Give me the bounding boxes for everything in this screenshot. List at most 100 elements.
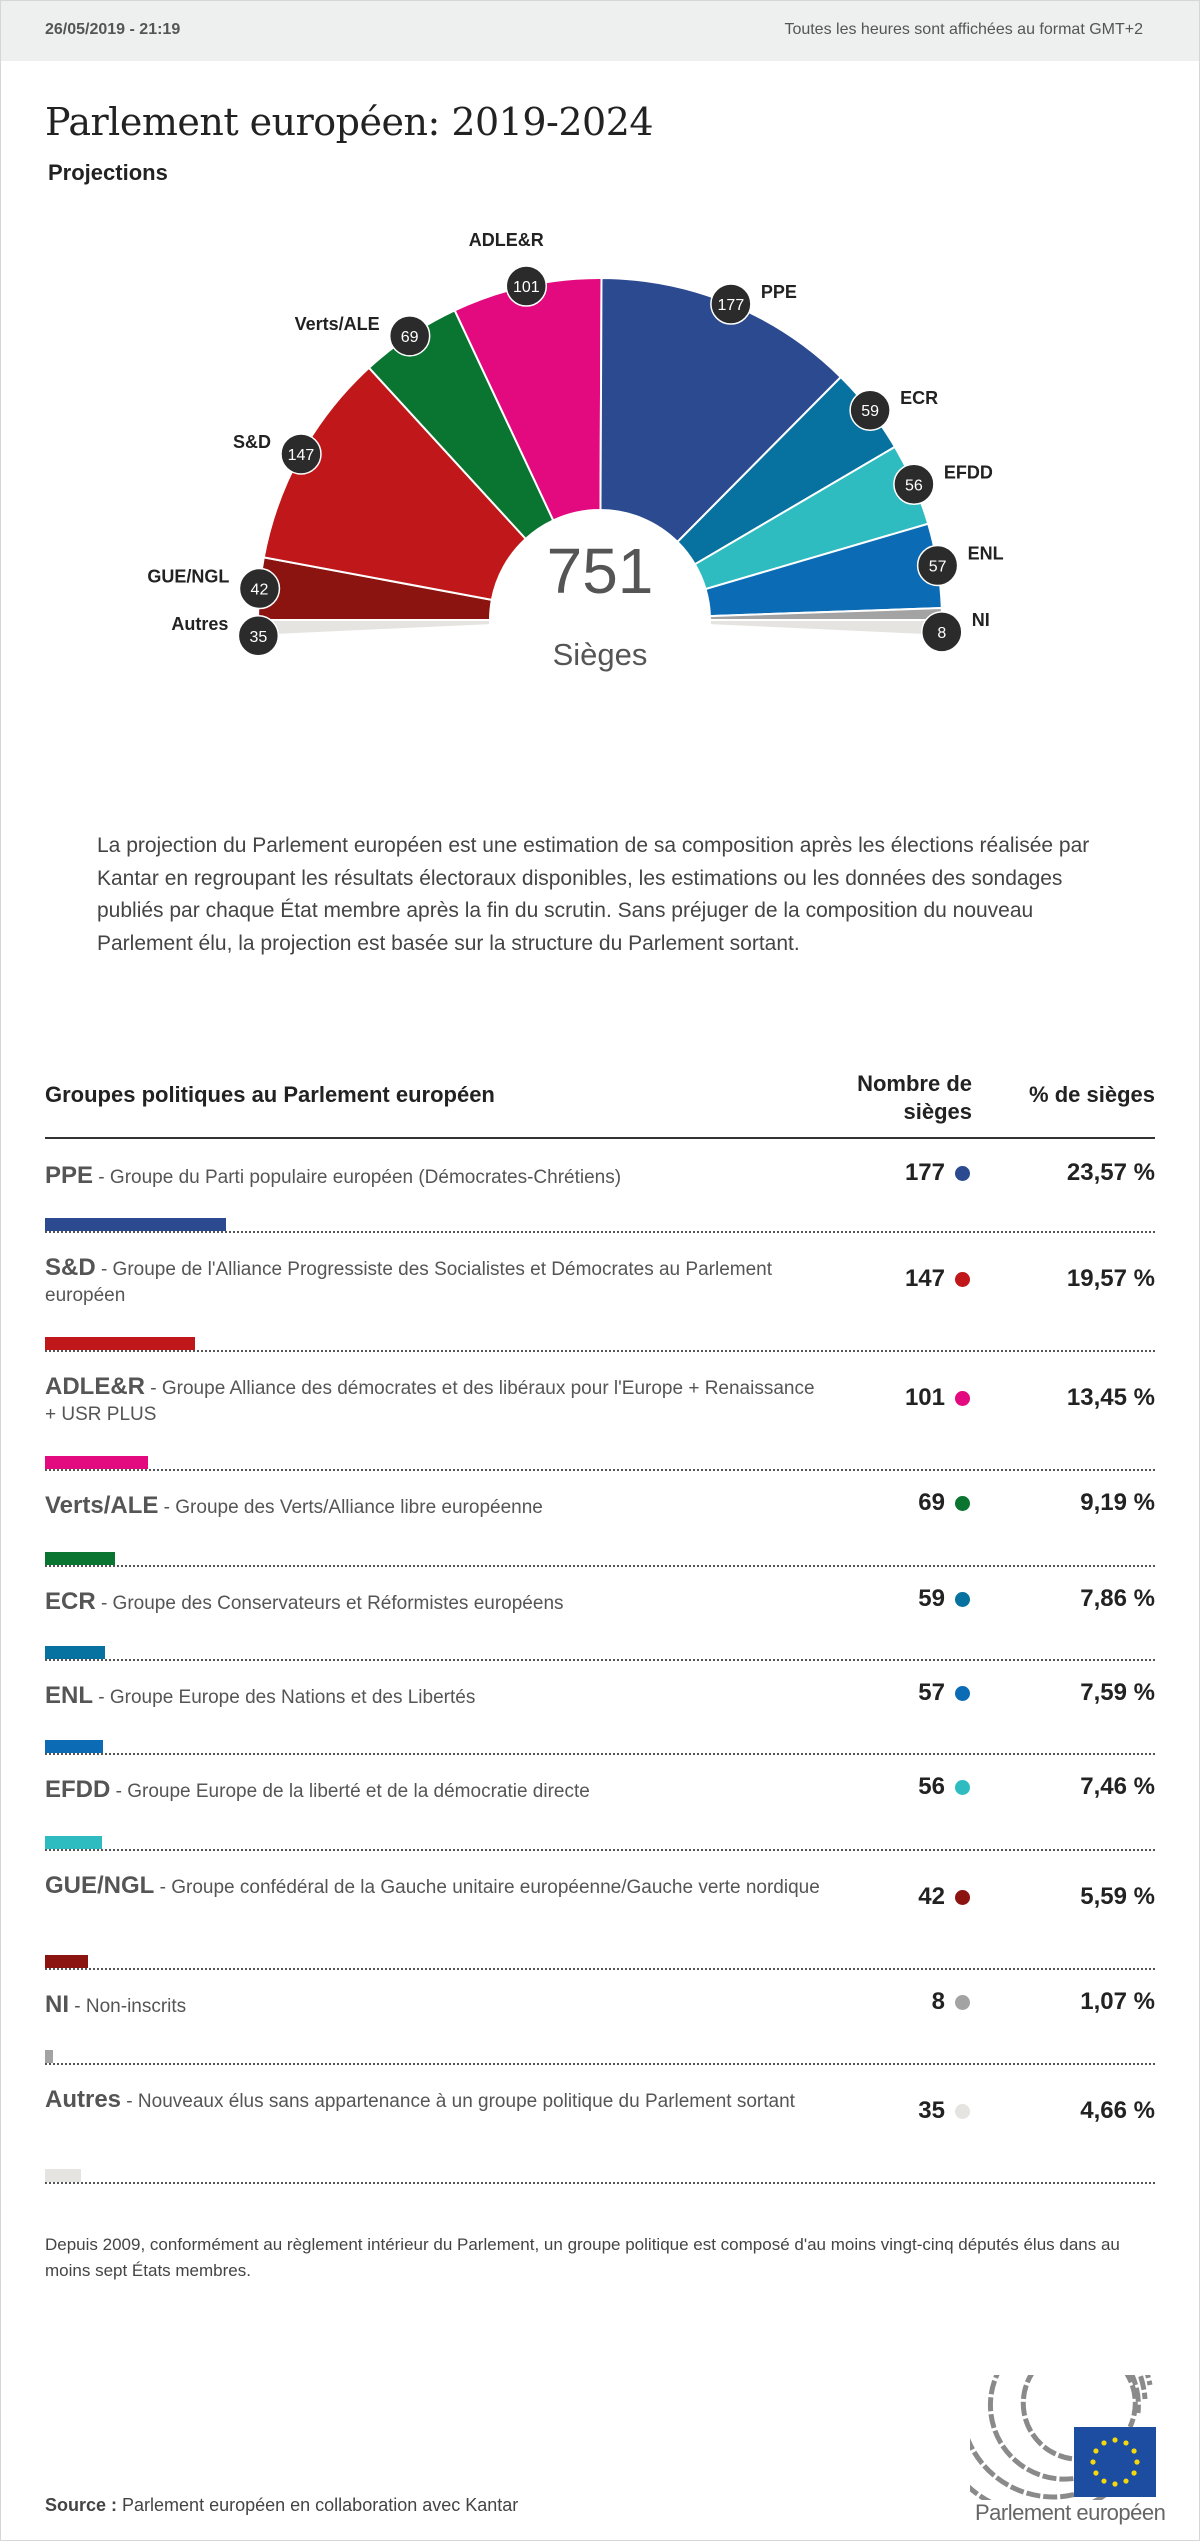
group-name: ENL - Groupe Europe des Nations et des L… (45, 1683, 825, 1711)
group-color-dot (955, 1592, 970, 1607)
seat-count: 35 (918, 2097, 945, 2124)
seat-percent: 9,19 % (1080, 1489, 1155, 1516)
seat-share-bar (45, 1456, 149, 1469)
seat-share-bar (45, 1337, 195, 1350)
intro-paragraph: La projection du Parlement européen est … (97, 834, 1090, 955)
seat-count-label: 57 (929, 558, 947, 575)
group-name: EFDD - Groupe Europe de la liberté et de… (45, 1777, 825, 1805)
total-seats-label: Sièges (553, 637, 648, 672)
group-label: ADLE&R (469, 230, 544, 250)
group-abbr: NI (45, 1991, 69, 2018)
seat-count: 177 (904, 1159, 945, 1186)
seat-count-label: 147 (288, 447, 315, 464)
seat-count-label: 56 (905, 477, 923, 494)
group-color-dot (955, 1780, 970, 1795)
seat-bubble (280, 433, 322, 475)
group-name: Autres - Nouveaux élus sans appartenance… (45, 2087, 825, 2115)
group-abbr: S&D (45, 1254, 96, 1281)
hemicycle-chart: 42 GUE/NGL 147 S&D 69 Verts/ALE 101 ADLE&R 177 PP… (147, 230, 1003, 672)
seat-bubble (893, 463, 935, 506)
page-subtitle: Projections (48, 160, 168, 185)
group-color-dot (955, 1686, 970, 1701)
star-icon (1131, 2470, 1137, 2476)
seat-bubble (916, 544, 959, 587)
seat-share-bar (45, 1836, 103, 1849)
table-row: ENL - Groupe Europe des Nations et des L… (45, 1659, 1155, 1755)
seat-percent: 7,86 % (1080, 1585, 1155, 1612)
seat-bubble (710, 283, 752, 325)
seat-bubble (388, 315, 431, 357)
group-color-dot (955, 1272, 970, 1287)
table-row: GUE/NGL - Groupe confédéral de la Gauche… (45, 1849, 1155, 1970)
group-name: NI - Non-inscrits (45, 1992, 825, 2020)
group-label: Autres (171, 614, 228, 634)
group-name: GUE/NGL - Groupe confédéral de la Gauche… (45, 1873, 825, 1901)
source-line: Source : Parlement européen en collabora… (45, 2495, 518, 2516)
seat-percent: 13,45 % (1066, 1384, 1155, 1411)
segment-autres (708, 619, 944, 637)
group-description: - Groupe Europe de la liberté et de la d… (110, 1781, 590, 1802)
group-color-dot (955, 1496, 970, 1511)
segment-autres (256, 619, 492, 637)
group-abbr: GUE/NGL (45, 1872, 155, 1899)
group-description: - Non-inscrits (69, 1996, 187, 2017)
group-abbr: ADLE&R (45, 1373, 145, 1400)
ep-logo (970, 2375, 1156, 2500)
seat-count-label: 8 (937, 625, 946, 642)
logo-text: Parlement européen (975, 2500, 1166, 2525)
star-icon (1112, 2437, 1118, 2443)
seat-count-label: 177 (718, 297, 745, 314)
group-abbr: Autres (45, 2086, 122, 2113)
group-label: NI (972, 610, 990, 630)
seat-count: 101 (904, 1384, 945, 1411)
table-row: NI - Non-inscrits 8 1,07 % (45, 1968, 1155, 2065)
header-groups: Groupes politiques au Parlement européen (45, 1082, 495, 1107)
group-description: - Groupe de l'Alliance Progressiste des … (45, 1259, 772, 1306)
seat-bubble (238, 567, 281, 610)
group-description: - Groupe des Verts/Alliance libre europé… (158, 1497, 543, 1518)
star-icon (1090, 2459, 1096, 2465)
group-label: Verts/ALE (295, 314, 380, 334)
group-name: ADLE&R - Groupe Alliance des démocrates … (45, 1374, 825, 1428)
group-label: S&D (233, 432, 271, 452)
source-label: Source : (45, 2495, 118, 2515)
seat-count: 147 (904, 1265, 945, 1292)
seat-bubble (921, 611, 963, 653)
star-icon (1093, 2448, 1099, 2454)
group-abbr: EFDD (45, 1776, 111, 1803)
group-abbr: ECR (45, 1588, 96, 1615)
group-description: - Groupe du Parti populaire européen (Dé… (93, 1167, 622, 1188)
timestamp: 26/05/2019 - 21:19 (45, 21, 181, 38)
star-icon (1093, 2470, 1099, 2476)
group-description: - Groupe des Conservateurs et Réformiste… (95, 1593, 564, 1614)
group-abbr: Verts/ALE (45, 1492, 159, 1519)
seat-count: 69 (918, 1489, 945, 1516)
table-row: EFDD - Groupe Europe de la liberté et de… (45, 1753, 1155, 1851)
seat-count-label: 59 (861, 403, 879, 420)
star-icon (1131, 2448, 1137, 2454)
seat-share-bar (45, 2050, 54, 2063)
group-color-dot (955, 1995, 970, 2010)
timezone-note: Toutes les heures sont affichées au form… (784, 21, 1143, 38)
header-percent: % de sièges (1029, 1082, 1155, 1107)
seat-percent: 7,59 % (1080, 1679, 1155, 1706)
group-name: ECR - Groupe des Conservateurs et Réform… (45, 1589, 825, 1617)
table-row: ECR - Groupe des Conservateurs et Réform… (45, 1565, 1155, 1661)
seat-bubble (237, 615, 280, 657)
group-name: PPE - Groupe du Parti populaire européen… (45, 1163, 825, 1191)
seat-bubble (505, 265, 548, 307)
seat-share-bar (45, 1740, 104, 1753)
star-icon (1134, 2459, 1140, 2465)
group-color-dot (955, 2104, 970, 2119)
seat-count: 57 (918, 1679, 945, 1706)
group-color-dot (955, 1391, 970, 1406)
group-color-dot (955, 1166, 970, 1181)
segment-ppe (599, 276, 843, 544)
group-description: - Groupe Europe des Nations et des Liber… (93, 1687, 476, 1708)
group-name: S&D - Groupe de l'Alliance Progressiste … (45, 1255, 825, 1309)
group-description: - Nouveaux élus sans appartenance à un g… (121, 2091, 795, 2112)
seat-share-bar (45, 2169, 81, 2182)
seat-count: 56 (918, 1773, 945, 1800)
star-icon (1101, 2440, 1107, 2446)
seat-count-label: 101 (513, 279, 540, 296)
